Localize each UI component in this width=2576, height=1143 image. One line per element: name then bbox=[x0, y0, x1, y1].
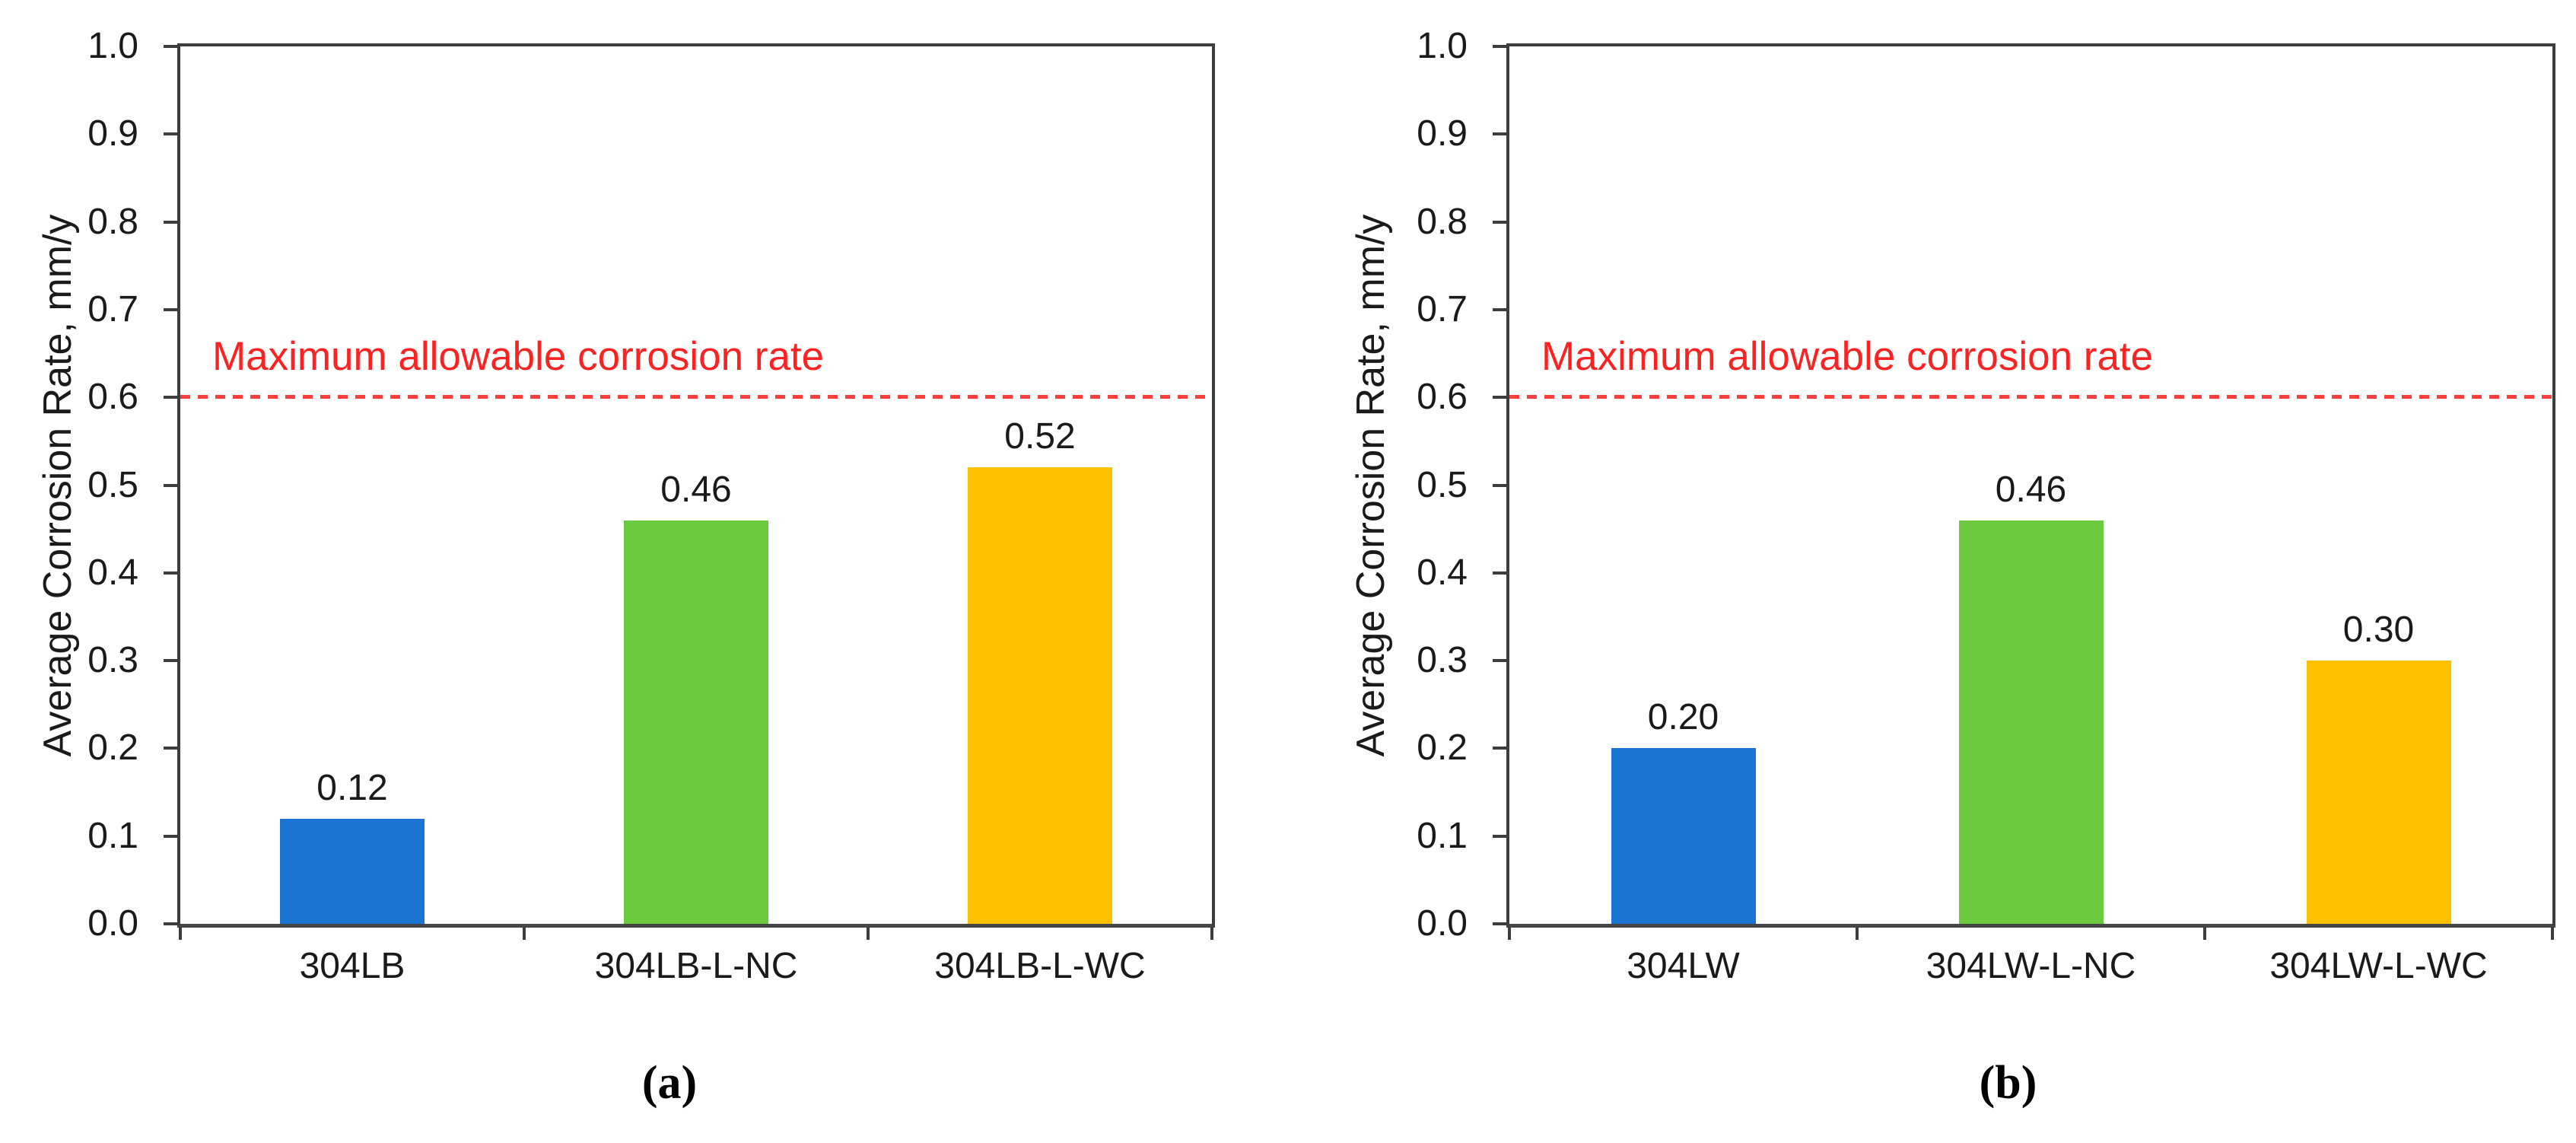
plot-area-a: Maximum allowable corrosion rate 1.0 0.9 0… bbox=[87, 28, 1215, 985]
bar-value-label: 0.46 bbox=[660, 469, 732, 510]
y-tick-mark bbox=[1493, 396, 1508, 400]
x-tick-mark bbox=[523, 927, 526, 940]
plot-area-b: Maximum allowable corrosion rate 1.0 0.9 0… bbox=[1417, 28, 2555, 985]
bar-304LB-L-WC bbox=[968, 467, 1112, 924]
y-tick-label: 0.8 bbox=[87, 201, 138, 242]
x-category-label: 304LW-L-WC bbox=[2269, 946, 2488, 986]
y-tick-label: 1.0 bbox=[1417, 26, 1468, 66]
y-tick-mark bbox=[1493, 747, 1508, 750]
y-tick-mark bbox=[164, 834, 179, 838]
y-tick-mark bbox=[1493, 834, 1508, 838]
y-tick-mark bbox=[1493, 483, 1508, 487]
bar-value-label: 0.52 bbox=[1004, 416, 1076, 457]
y-tick-label: 0.9 bbox=[1417, 113, 1468, 154]
y-tick-mark bbox=[1493, 307, 1508, 311]
y-tick-label: 0.0 bbox=[87, 903, 138, 944]
y-tick-label: 0.3 bbox=[87, 640, 138, 681]
y-tick-mark bbox=[1493, 45, 1508, 48]
y-tick-label: 0.6 bbox=[1417, 377, 1468, 418]
y-tick-mark bbox=[164, 747, 179, 750]
y-tick-label: 0.1 bbox=[1417, 815, 1468, 856]
x-category-label: 304LB-L-WC bbox=[934, 946, 1146, 986]
y-tick-label: 0.7 bbox=[1417, 288, 1468, 330]
x-tick-mark bbox=[179, 927, 182, 940]
y-tick-mark bbox=[164, 307, 179, 311]
bar-304LW-L-WC bbox=[2306, 661, 2451, 924]
y-tick-mark bbox=[164, 396, 179, 400]
x-category-label: 304LW-L-NC bbox=[1926, 946, 2136, 986]
max-allowable-corrosion-rate-line bbox=[180, 395, 1212, 400]
caption-a: (a) bbox=[641, 1057, 698, 1109]
x-tick-mark bbox=[2203, 927, 2206, 940]
y-tick-mark bbox=[164, 659, 179, 663]
y-tick-label: 0.5 bbox=[87, 464, 138, 505]
y-tick-label: 0.4 bbox=[1417, 552, 1468, 593]
max-allowable-corrosion-rate-line bbox=[1509, 395, 2552, 400]
y-tick-label: 1.0 bbox=[87, 26, 138, 66]
y-tick-mark bbox=[1493, 571, 1508, 575]
y-tick-label: 0.9 bbox=[87, 113, 138, 154]
x-category-label: 304LB bbox=[299, 946, 405, 986]
y-tick-mark bbox=[1493, 922, 1508, 925]
x-tick-mark bbox=[867, 927, 870, 940]
y-tick-mark bbox=[1493, 132, 1508, 136]
y-tick-mark bbox=[164, 571, 179, 575]
bar-304LW-L-NC bbox=[1958, 520, 2104, 924]
caption-b: (b) bbox=[1979, 1057, 2037, 1109]
y-tick-label: 0.5 bbox=[1417, 464, 1468, 505]
x-category-label: 304LB-L-NC bbox=[594, 946, 798, 986]
x-tick-mark bbox=[1856, 927, 1859, 940]
max-allowable-corrosion-rate-label: Maximum allowable corrosion rate bbox=[1541, 333, 2154, 379]
y-tick-label: 0.3 bbox=[1417, 640, 1468, 681]
bar-304LB bbox=[280, 818, 425, 924]
y-tick-label: 0.6 bbox=[87, 377, 138, 418]
bar-value-label: 0.46 bbox=[1995, 469, 2067, 510]
y-tick-mark bbox=[164, 132, 179, 136]
y-tick-mark bbox=[164, 922, 179, 925]
y-tick-label: 0.8 bbox=[1417, 201, 1468, 242]
x-tick-mark bbox=[2551, 927, 2554, 940]
y-tick-mark bbox=[164, 45, 179, 48]
y-tick-label: 0.2 bbox=[1417, 728, 1468, 769]
y-tick-mark bbox=[1493, 659, 1508, 663]
bar-value-label: 0.20 bbox=[1647, 697, 1719, 738]
max-allowable-corrosion-rate-label: Maximum allowable corrosion rate bbox=[212, 333, 825, 379]
y-tick-mark bbox=[1493, 220, 1508, 224]
y-tick-label: 0.7 bbox=[87, 288, 138, 330]
y-tick-label: 0.0 bbox=[1417, 903, 1468, 944]
y-tick-mark bbox=[164, 483, 179, 487]
x-category-label: 304LW bbox=[1627, 946, 1740, 986]
y-tick-label: 0.4 bbox=[87, 552, 138, 593]
bar-value-label: 0.12 bbox=[316, 767, 388, 808]
bar-304LB-L-NC bbox=[624, 520, 768, 924]
x-tick-mark bbox=[1508, 927, 1511, 940]
bar-value-label: 0.30 bbox=[2342, 610, 2415, 651]
y-tick-mark bbox=[164, 220, 179, 224]
y-tick-label: 0.1 bbox=[87, 815, 138, 856]
bar-304LW bbox=[1611, 748, 1756, 924]
y-tick-label: 0.2 bbox=[87, 728, 138, 769]
x-tick-mark bbox=[1210, 927, 1213, 940]
